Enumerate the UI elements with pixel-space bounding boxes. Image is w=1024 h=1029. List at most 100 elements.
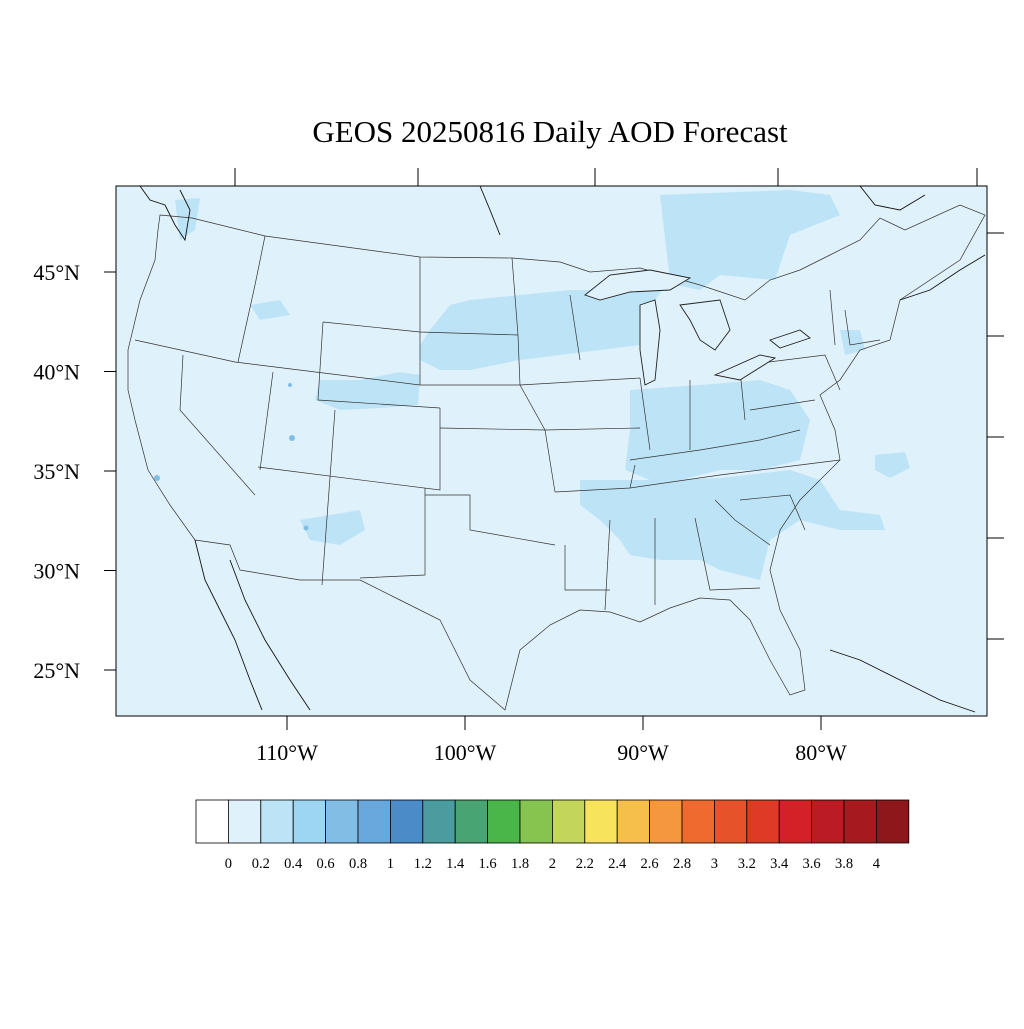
- aod-hotspot-utah: [289, 435, 295, 441]
- colorbar-label: 3.8: [835, 856, 853, 872]
- colorbar-swatch: [778, 799, 813, 844]
- axis-ticks: [104, 168, 1004, 730]
- colorbar-swatch: [876, 799, 910, 844]
- colorbar-label: 2.6: [641, 856, 659, 872]
- aod-hotspot-arizona: [303, 525, 309, 531]
- lat-label: 30°N: [33, 559, 80, 584]
- latitude-labels: 45°N 40°N 35°N 30°N 25°N: [33, 260, 80, 683]
- state-line-30: [739, 494, 806, 531]
- state-line-8: [259, 371, 274, 471]
- map-background: [116, 186, 987, 716]
- lake-huron: [679, 299, 731, 351]
- aod-plume-pacific-nw: [175, 198, 200, 240]
- colorbar-swatch: [389, 799, 424, 844]
- state-line-17: [604, 519, 611, 611]
- state-line-22: [639, 377, 651, 451]
- lat-label: 40°N: [33, 360, 80, 385]
- colorbar-label: 0.4: [284, 856, 303, 872]
- lake-erie: [713, 354, 777, 381]
- colorbar-swatch: [519, 799, 553, 844]
- colorbar-label: 0.8: [349, 856, 367, 872]
- state-line-12: [359, 488, 426, 579]
- colorbar-swatch: [195, 799, 229, 844]
- lon-label: 80°W: [795, 740, 847, 765]
- state-line-26: [749, 399, 816, 411]
- colorbar-swatch: [454, 799, 489, 844]
- colorbar-label: 2.8: [673, 856, 691, 872]
- state-line-31: [714, 499, 771, 546]
- colorbar-swatch: [325, 799, 359, 844]
- state-line-14: [519, 384, 641, 431]
- state-line-9: [321, 409, 336, 586]
- outer-coastlines: [139, 186, 986, 713]
- colorbar-label: 0: [225, 856, 232, 872]
- colorbar-label: 3.4: [770, 856, 789, 872]
- state-line-21: [629, 429, 801, 461]
- state-line-3: [237, 235, 266, 363]
- state-line-19: [694, 517, 761, 591]
- colorbar-swatch: [292, 799, 327, 844]
- state-line-16: [564, 545, 610, 591]
- colorbar-label: 1.4: [446, 856, 465, 872]
- colorbar-swatch: [616, 799, 651, 844]
- state-line-29: [569, 294, 581, 361]
- aod-plume-wisconsin: [570, 295, 650, 345]
- aod-hotspot-idaho: [288, 383, 292, 387]
- colorbar-labels: 0 0.2 0.4 0.6 0.8 1 1.2 1.4 1.6 1.8 2 2.2 2.4 2.6 2.8 3…: [225, 856, 881, 872]
- colorbar-swatch: [552, 799, 586, 844]
- lat-label: 35°N: [33, 459, 80, 484]
- colorbar-label: 0.2: [252, 856, 270, 872]
- colorbar-label: 2.4: [608, 856, 627, 872]
- aod-plume-arizona: [300, 510, 365, 545]
- state-line-7: [179, 354, 256, 496]
- coast-nova-scotia: [899, 254, 986, 301]
- colorbar-label: 3.2: [738, 856, 756, 872]
- state-line-28: [844, 309, 881, 346]
- state-line-13: [425, 494, 556, 546]
- longitude-labels: 110°W 100°W 90°W 80°W: [256, 740, 847, 765]
- colorbar-swatch: [746, 799, 780, 844]
- colorbar-swatch: [422, 799, 456, 844]
- map-title: GEOS 20250816 Daily AOD Forecast: [312, 114, 788, 149]
- aod-plume-southeast: [580, 470, 885, 580]
- lon-label: 90°W: [617, 740, 669, 765]
- colorbar-swatch: [227, 799, 262, 844]
- lon-label: 100°W: [434, 740, 497, 765]
- lake-michigan: [639, 299, 661, 386]
- colorbar-label: 3.6: [803, 856, 821, 872]
- coast-bc: [139, 186, 191, 242]
- us-outline: [127, 204, 986, 711]
- colorbar-label: 1.8: [511, 856, 529, 872]
- colorbar-swatch: [843, 799, 877, 844]
- map-panel: 45°N 40°N 35°N 30°N 25°N 110°W 100°W 90°W 80°W: [33, 168, 1004, 765]
- great-lakes: [584, 269, 811, 386]
- colorbar: [195, 799, 910, 844]
- lat-label: 45°N: [33, 260, 80, 285]
- lon-label: 110°W: [256, 740, 318, 765]
- state-borders: [127, 204, 986, 711]
- lake-ontario: [769, 329, 811, 349]
- colorbar-swatch: [487, 799, 521, 844]
- aod-hotspot-southern-california: [154, 475, 160, 481]
- coast-yucatan-cuba: [829, 649, 976, 713]
- colorbar-label: 2: [549, 856, 556, 872]
- colorbar-swatch: [260, 799, 294, 844]
- colorbar-swatch: [681, 799, 715, 844]
- colorbar-label: 2.2: [576, 856, 594, 872]
- coast-baja: [194, 539, 263, 711]
- colorbar-label: 3: [711, 856, 718, 872]
- coast-gulf-of-california: [229, 559, 311, 711]
- state-line-20: [629, 459, 841, 489]
- state-line-10: [257, 408, 441, 491]
- colorbar-swatch: [357, 799, 391, 844]
- lake-superior: [584, 269, 692, 301]
- colorbar-swatch: [714, 799, 748, 844]
- colorbar-swatch: [584, 799, 618, 844]
- lat-label: 25°N: [33, 658, 80, 683]
- aod-plume-atlantic: [875, 452, 910, 478]
- map-frame: [115, 185, 988, 717]
- colorbar-label: 0.6: [317, 856, 335, 872]
- colorbar-swatch: [649, 799, 683, 844]
- aod-plume-northeast: [840, 330, 865, 355]
